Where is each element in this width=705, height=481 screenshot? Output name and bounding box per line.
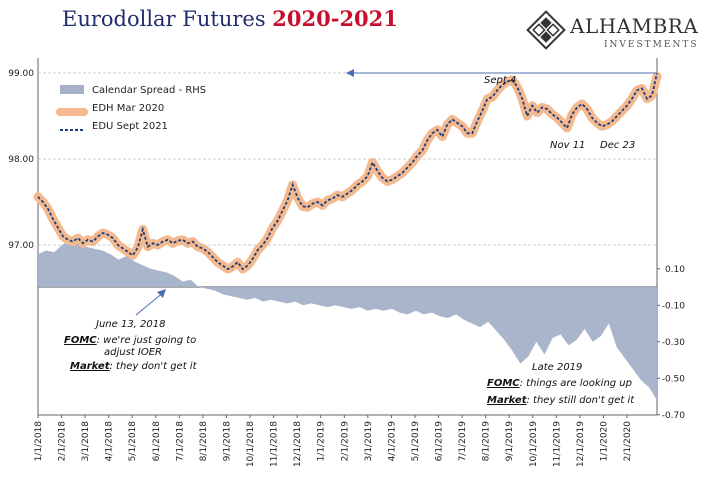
y-right-tick-label: -0.10	[662, 301, 686, 311]
annotation-bold-word: Market	[487, 395, 528, 406]
y-left-tick-label: 99.00	[8, 69, 34, 79]
annotation-market2018: Market: they don't get it	[70, 361, 198, 372]
x-tick-label: 9/1/2019	[505, 421, 515, 462]
annotation-nov11: Nov 11	[550, 140, 585, 151]
x-tick-label: 5/1/2019	[411, 421, 421, 462]
x-tick-label: 1/1/2018	[34, 421, 44, 462]
alhambra-diamond-icon	[526, 10, 566, 50]
x-tick-label: 9/1/2018	[222, 421, 232, 462]
y-right-tick-label: -0.50	[662, 374, 686, 384]
x-tick-label: 4/1/2019	[387, 421, 397, 462]
legend-label: EDH Mar 2020	[92, 103, 164, 114]
annotation-bold-word: FOMC	[487, 378, 520, 389]
annotation-text: : things are looking up	[520, 378, 632, 389]
x-tick-label: 11/1/2018	[270, 421, 280, 467]
chart-title-accent: 2020-2021	[272, 6, 398, 31]
y-right-tick-label: 0.10	[665, 265, 685, 275]
x-tick-label: 11/1/2019	[552, 421, 562, 467]
annotation-text: : they don't get it	[110, 361, 198, 372]
x-tick-label: 12/1/2018	[293, 421, 303, 467]
x-tick-label: 1/1/2019	[317, 421, 327, 462]
series-calendar-spread-area	[38, 237, 657, 401]
x-tick-label: 1/1/2020	[599, 421, 609, 462]
annotation-sept4: Sept 4	[484, 75, 516, 86]
x-tick-label: 12/1/2019	[576, 421, 586, 467]
annotation-text: : we're just going to	[97, 335, 197, 346]
annotation-late2019: Late 2019	[532, 362, 582, 373]
y-right-tick-label: -0.30	[662, 338, 686, 348]
logo-subtitle: INVESTMENTS	[604, 40, 699, 50]
x-tick-label: 7/1/2019	[458, 421, 468, 462]
x-tick-label: 2/1/2018	[58, 421, 68, 462]
x-tick-label: 10/1/2018	[246, 421, 256, 467]
x-tick-label: 3/1/2019	[364, 421, 374, 462]
annotation-dec23: Dec 23	[600, 140, 635, 151]
y-left-tick-label: 97.00	[8, 241, 34, 251]
annotation-market2019: Market: they still don't get it	[487, 395, 635, 406]
annotation-fomc2019: FOMC: things are looking up	[487, 378, 632, 389]
annotation-june13: June 13, 2018	[94, 319, 166, 330]
x-tick-label: 10/1/2019	[529, 421, 539, 467]
x-tick-label: 4/1/2018	[105, 421, 115, 462]
logo-name: ALHAMBRA	[570, 14, 699, 38]
annotation-text: : they still don't get it	[527, 395, 636, 406]
x-tick-label: 8/1/2019	[482, 421, 492, 462]
x-tick-label: 2/1/2020	[623, 421, 633, 462]
annotation-ioer: adjust IOER	[104, 347, 162, 358]
x-tick-label: 7/1/2018	[175, 421, 185, 462]
x-tick-label: 3/1/2018	[81, 421, 91, 462]
x-tick-label: 5/1/2018	[128, 421, 138, 462]
alhambra-logo: ALHAMBRA INVESTMENTS	[522, 8, 702, 56]
x-tick-label: 6/1/2018	[152, 421, 162, 462]
june13-arrowhead	[157, 289, 166, 298]
legend-label: EDU Sept 2021	[92, 121, 168, 132]
annotation-bold-word: FOMC	[64, 335, 97, 346]
series-edu-sept-2021-line	[37, 72, 658, 271]
x-tick-label: 6/1/2019	[435, 421, 445, 462]
annotation-fomc2018: FOMC: we're just going to	[64, 335, 196, 346]
annotation-bold-word: Market	[70, 361, 111, 372]
chart-title-main: Eurodollar Futures	[62, 7, 273, 31]
y-right-tick-label: -0.70	[662, 411, 686, 421]
y-left-tick-label: 98.00	[8, 155, 34, 165]
x-tick-label: 8/1/2018	[199, 421, 209, 462]
june13-arrow-line	[135, 291, 165, 316]
x-tick-label: 2/1/2019	[340, 421, 350, 462]
sept4-arrowhead	[346, 69, 354, 77]
legend-label: Calendar Spread - RHS	[92, 85, 206, 96]
chart-title: Eurodollar Futures 2020-2021	[62, 6, 398, 31]
legend-swatch-spread	[60, 85, 84, 94]
